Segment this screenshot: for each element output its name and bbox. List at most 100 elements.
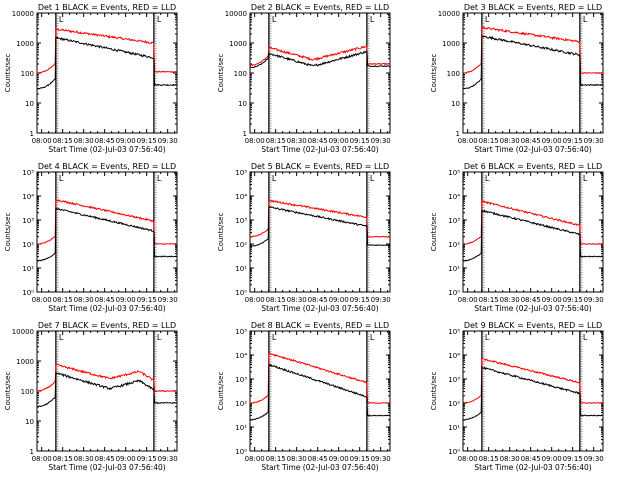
y-tick-label: 10⁵ xyxy=(22,169,34,177)
y-tick-label: 10⁴ xyxy=(22,193,34,201)
y-axis-label: Counts/sec xyxy=(430,213,438,252)
interval-marker-label: L xyxy=(583,15,588,24)
x-tick-label: 09:30 xyxy=(584,137,604,145)
interval-marker-label: L xyxy=(59,174,64,183)
interval-marker-label: L xyxy=(59,333,64,342)
y-tick-label: 10⁴ xyxy=(235,352,247,360)
detector-plot-4: Det 4 BLACK = Events, RED = LLD 10⁰ 10¹ 10²… xyxy=(4,162,178,313)
y-tick-label: 10² xyxy=(22,241,34,249)
interval-marker-label: L xyxy=(272,15,277,24)
detector-plot-8: Det 8 BLACK = Events, RED = LLD 10⁰ 10¹ 10²… xyxy=(217,321,391,472)
plot-frame xyxy=(462,330,604,452)
interval-marker-label: L xyxy=(272,174,277,183)
plot-title: Det 5 BLACK = Events, RED = LLD xyxy=(251,162,389,171)
y-tick-label: 1 xyxy=(30,130,34,138)
series-events-line xyxy=(36,36,178,90)
y-tick-label: 10¹ xyxy=(235,265,247,273)
y-tick-label: 10000 xyxy=(225,10,247,18)
y-tick-label: 10 xyxy=(25,418,34,426)
x-tick-label: 09:15 xyxy=(563,296,583,304)
x-tick-label: 09:30 xyxy=(371,455,391,463)
y-tick-label: 10⁵ xyxy=(235,328,247,336)
x-tick-label: 09:30 xyxy=(584,296,604,304)
y-tick-label: 10⁵ xyxy=(235,169,247,177)
x-tick-label: 08:00 xyxy=(32,137,52,145)
y-tick-label: 10⁰ xyxy=(235,289,247,297)
interval-marker-label: L xyxy=(157,15,162,24)
x-tick-label: 08:00 xyxy=(245,137,265,145)
y-tick-label: 10000 xyxy=(12,328,34,336)
plot-frame xyxy=(249,171,391,293)
series-lld-line xyxy=(36,363,177,393)
x-tick-label: 08:45 xyxy=(308,137,328,145)
interval-marker-label: L xyxy=(272,333,277,342)
y-tick-label: 1 xyxy=(30,448,34,456)
y-tick-label: 1000 xyxy=(16,40,34,48)
x-tick-label: 08:30 xyxy=(500,137,520,145)
x-axis-label: Start Time (02-Jul-03 07:56:40) xyxy=(261,145,378,154)
x-tick-label: 08:30 xyxy=(500,296,520,304)
interval-marker-label: L xyxy=(583,174,588,183)
y-tick-label: 10¹ xyxy=(448,424,460,432)
y-tick-label: 10³ xyxy=(448,217,460,225)
y-tick-label: 10⁰ xyxy=(448,448,460,456)
y-tick-label: 10⁰ xyxy=(448,289,460,297)
x-tick-label: 08:30 xyxy=(74,455,94,463)
y-axis-label: Counts/sec xyxy=(217,213,225,252)
x-tick-label: 08:15 xyxy=(53,137,73,145)
x-axis-label: Start Time (02-Jul-03 07:56:40) xyxy=(261,304,378,313)
x-tick-label: 08:15 xyxy=(53,296,73,304)
x-tick-label: 09:30 xyxy=(371,296,391,304)
x-tick-label: 09:15 xyxy=(137,137,157,145)
x-axis-label: Start Time (02-Jul-03 07:56:40) xyxy=(261,463,378,472)
y-tick-label: 10000 xyxy=(438,10,460,18)
series-events-line xyxy=(36,207,177,262)
plot-title: Det 6 BLACK = Events, RED = LLD xyxy=(464,162,602,171)
x-tick-label: 09:30 xyxy=(158,137,178,145)
y-tick-label: 10⁴ xyxy=(235,193,247,201)
x-tick-label: 08:15 xyxy=(266,137,286,145)
x-tick-label: 08:00 xyxy=(458,296,478,304)
series-events-line xyxy=(249,206,391,248)
x-tick-label: 09:30 xyxy=(158,296,178,304)
series-lld-line xyxy=(249,45,391,67)
x-tick-label: 09:00 xyxy=(329,137,349,145)
x-tick-label: 08:30 xyxy=(74,296,94,304)
x-tick-label: 09:00 xyxy=(542,296,562,304)
y-axis-label: Counts/sec xyxy=(4,213,12,252)
y-tick-label: 10² xyxy=(448,400,460,408)
x-tick-label: 09:15 xyxy=(350,137,370,145)
y-tick-label: 10⁰ xyxy=(235,448,247,456)
y-axis-label: Counts/sec xyxy=(4,54,12,93)
y-tick-label: 10¹ xyxy=(235,424,247,432)
interval-marker-label: L xyxy=(485,174,490,183)
y-tick-label: 100 xyxy=(234,70,247,78)
y-tick-label: 10 xyxy=(25,100,34,108)
x-tick-label: 08:00 xyxy=(458,137,478,145)
detector-plot-6: Det 6 BLACK = Events, RED = LLD 10⁰ 10¹ 10²… xyxy=(430,162,604,313)
series-lld-line xyxy=(462,199,604,246)
y-tick-label: 10³ xyxy=(448,376,460,384)
x-tick-label: 08:00 xyxy=(32,455,52,463)
interval-marker-label: L xyxy=(485,333,490,342)
x-tick-label: 08:00 xyxy=(32,296,52,304)
y-tick-label: 10 xyxy=(238,100,247,108)
y-tick-label: 100 xyxy=(21,70,34,78)
x-tick-label: 08:00 xyxy=(245,296,265,304)
x-tick-label: 08:30 xyxy=(287,296,307,304)
x-tick-label: 09:30 xyxy=(584,455,604,463)
series-events-line xyxy=(462,34,604,90)
x-tick-label: 08:15 xyxy=(479,137,499,145)
y-tick-label: 10⁰ xyxy=(22,289,34,297)
x-tick-label: 08:45 xyxy=(95,455,115,463)
x-tick-label: 08:45 xyxy=(521,455,541,463)
detector-plot-9: Det 9 BLACK = Events, RED = LLD 10⁰ 10¹ 10²… xyxy=(430,321,604,472)
interval-marker-label: L xyxy=(370,15,375,24)
series-events-line xyxy=(463,365,604,421)
series-lld-line xyxy=(249,199,391,238)
x-tick-label: 08:45 xyxy=(95,137,115,145)
y-tick-label: 10⁵ xyxy=(448,169,460,177)
series-lld-line xyxy=(462,25,604,75)
interval-marker-label: L xyxy=(485,15,490,24)
